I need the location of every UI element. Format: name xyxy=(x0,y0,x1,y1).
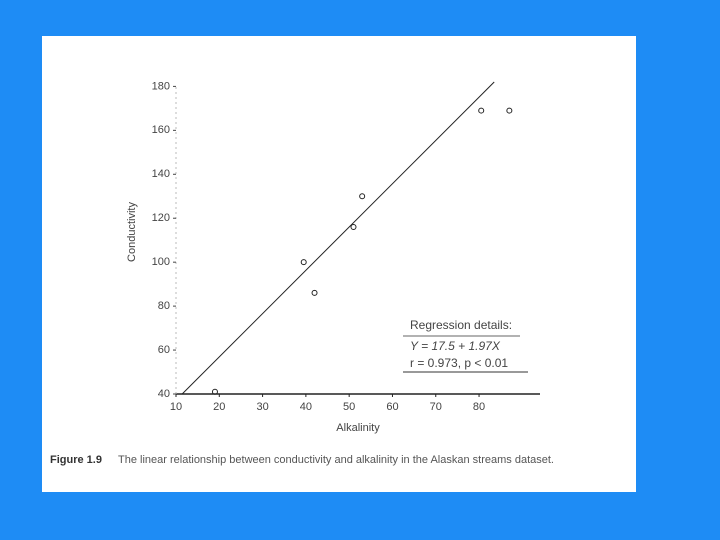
data-point xyxy=(359,193,366,200)
y-tick-label: 180 xyxy=(152,80,170,92)
x-tick-label: 50 xyxy=(343,401,355,413)
x-tick-label: 10 xyxy=(170,401,182,413)
x-tick-label: 60 xyxy=(386,401,398,413)
y-axis-label: Conductivity xyxy=(126,202,138,262)
x-axis-label: Alkalinity xyxy=(336,422,380,434)
data-point xyxy=(506,107,513,114)
data-point xyxy=(478,107,485,114)
y-tick-label: 160 xyxy=(152,124,170,136)
annotation-stats: r = 0.973, p < 0.01 xyxy=(410,356,508,370)
x-tick-label: 70 xyxy=(430,401,442,413)
annotation-equation: Y = 17.5 + 1.97X xyxy=(410,339,501,353)
y-tick-label: 60 xyxy=(158,344,170,356)
caption-label: Figure 1.9 xyxy=(50,454,102,466)
y-tick-label: 120 xyxy=(152,212,170,224)
data-point xyxy=(300,259,307,266)
y-tick-label: 40 xyxy=(158,388,170,400)
y-tick-label: 140 xyxy=(152,168,170,180)
annotation-title: Regression details: xyxy=(410,318,512,332)
data-point xyxy=(211,388,218,395)
figure-area xyxy=(42,36,636,492)
caption-text: The linear relationship between conducti… xyxy=(118,454,554,466)
x-tick-label: 20 xyxy=(213,401,225,413)
data-point xyxy=(311,289,318,296)
y-tick-label: 100 xyxy=(152,256,170,268)
x-tick-label: 30 xyxy=(256,401,268,413)
y-tick-label: 80 xyxy=(158,300,170,312)
regression-line xyxy=(181,81,495,395)
data-point xyxy=(350,224,357,231)
x-tick-label: 40 xyxy=(300,401,312,413)
x-tick-label: 80 xyxy=(473,401,485,413)
